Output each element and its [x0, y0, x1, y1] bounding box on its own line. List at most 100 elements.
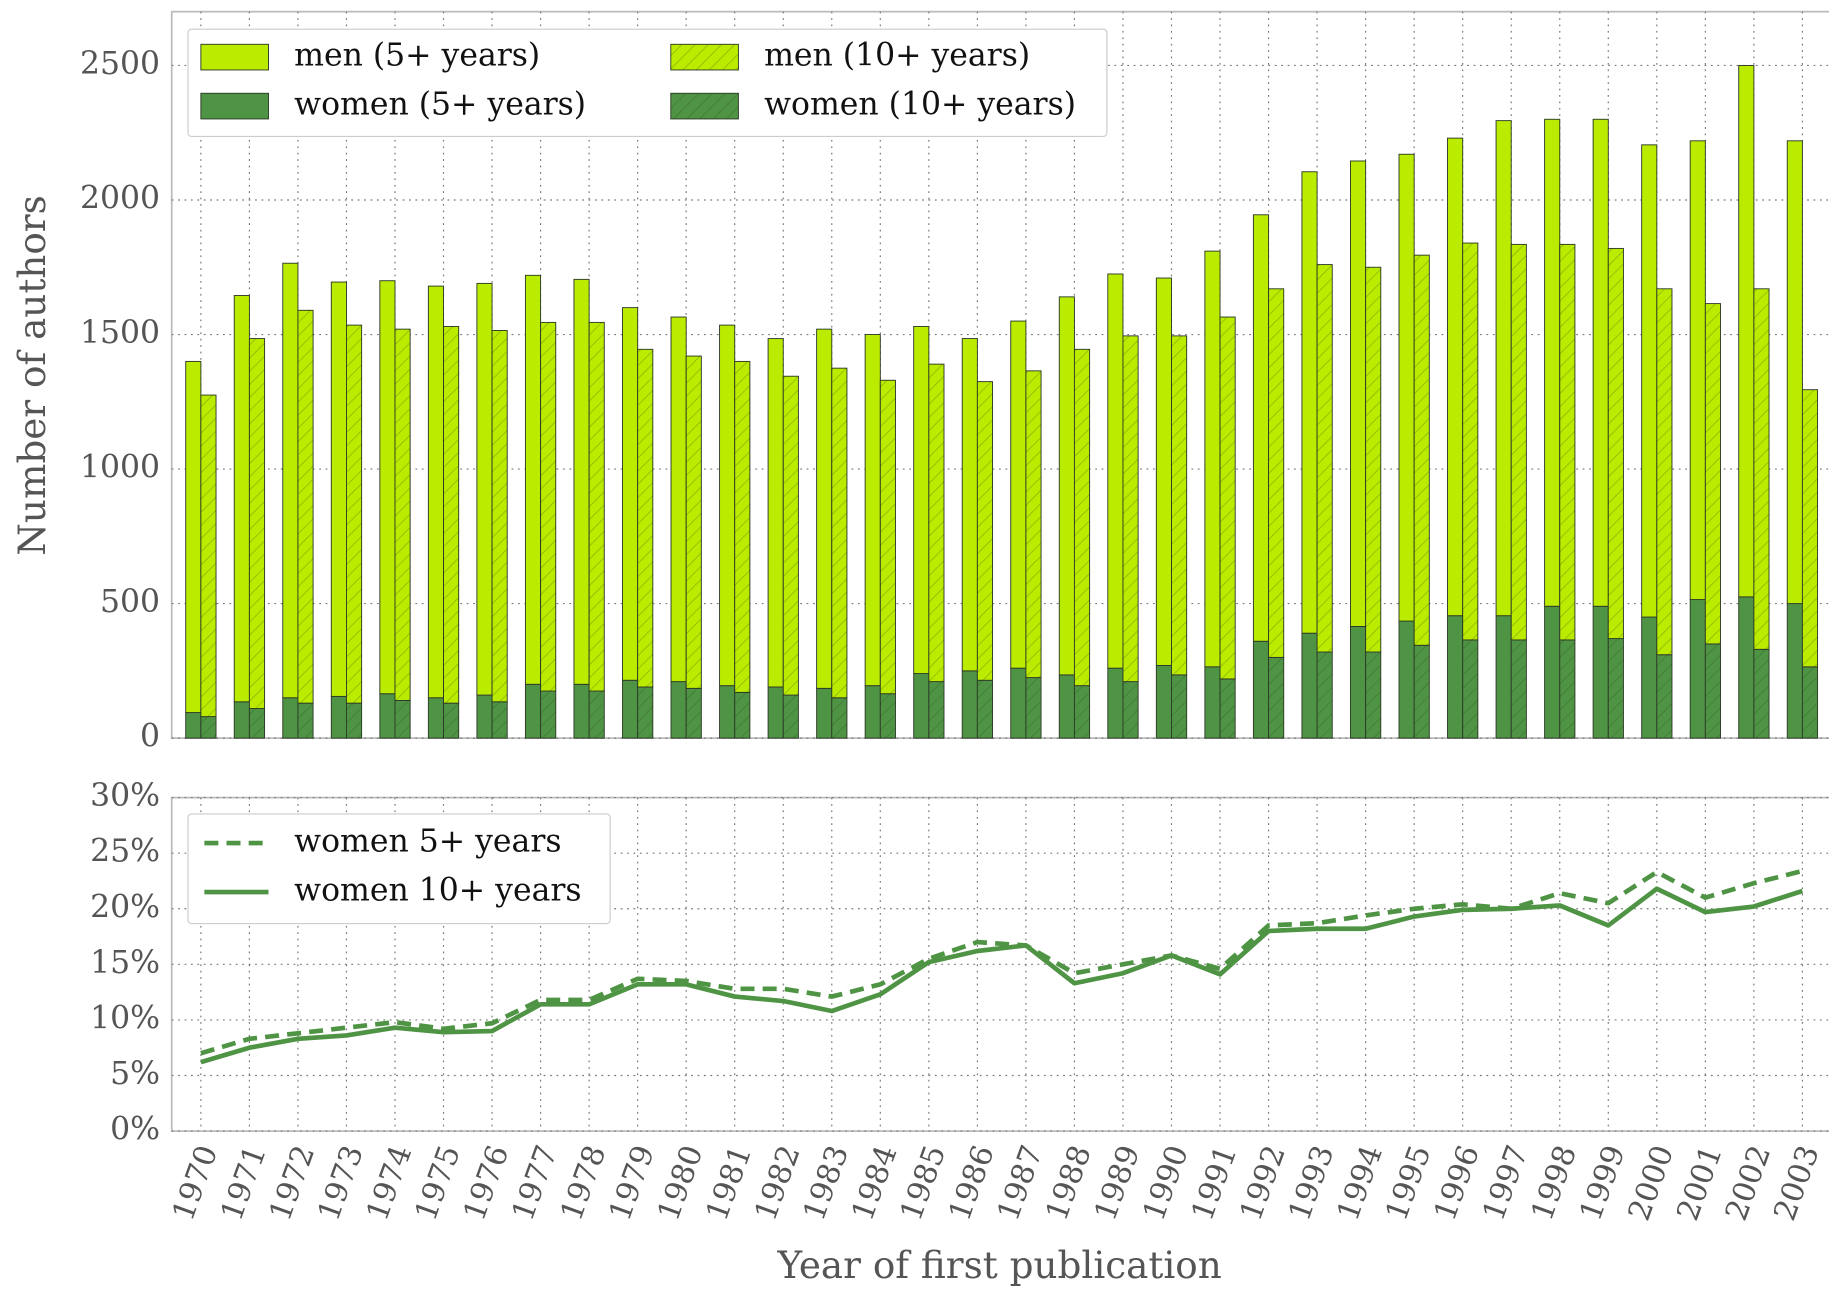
- bar: [233, 295, 250, 703]
- bar: [1107, 667, 1124, 739]
- bar: [719, 324, 736, 687]
- bar-hatch: [1462, 243, 1478, 640]
- y-tick-label: 25%: [90, 834, 160, 870]
- bar-hatch: [637, 349, 653, 687]
- bar: [1786, 140, 1803, 605]
- bar-hatch: [1122, 681, 1139, 739]
- bar: [330, 281, 347, 697]
- y-tick-label: 10%: [90, 1000, 160, 1036]
- y-tick-label: 1500: [80, 315, 160, 351]
- bar: [1689, 599, 1706, 739]
- bar: [961, 670, 978, 739]
- bar: [185, 712, 202, 739]
- bar: [1495, 120, 1512, 617]
- bar-hatch: [783, 376, 799, 696]
- legend-swatch: [200, 92, 269, 120]
- bar: [961, 338, 978, 672]
- bar-hatch: [1074, 349, 1090, 686]
- bar-hatch: [1753, 649, 1770, 739]
- bar-hatch: [394, 329, 411, 701]
- line: [200, 886, 1804, 1065]
- bar-hatch: [1074, 685, 1090, 739]
- bar-hatch: [1559, 639, 1575, 739]
- bar-hatch: [734, 361, 750, 693]
- bar-hatch: [297, 310, 314, 704]
- bar: [1058, 296, 1075, 676]
- bar: [476, 282, 493, 696]
- bar: [1058, 674, 1075, 739]
- bar-hatch: [686, 356, 702, 689]
- bar: [1252, 214, 1270, 642]
- bar: [719, 685, 736, 739]
- bar-hatch: [540, 322, 556, 692]
- bar: [1592, 118, 1609, 607]
- bar-hatch: [880, 693, 896, 739]
- bar-hatch: [1802, 666, 1818, 739]
- bar: [622, 307, 639, 681]
- y-tick-label: 30%: [90, 778, 160, 814]
- legend-swatch: [200, 43, 269, 71]
- bar: [1447, 615, 1464, 739]
- bar-hatch: [1608, 638, 1624, 739]
- bar-hatch: [200, 716, 217, 739]
- bar-hatch: [831, 697, 847, 739]
- bar-hatch: [1268, 288, 1284, 658]
- bar: [524, 274, 542, 685]
- bar: [1010, 320, 1027, 669]
- bar: [379, 280, 396, 695]
- bar-hatch: [1171, 335, 1187, 675]
- legend-label: women (5+ years): [294, 87, 586, 123]
- bar: [1398, 153, 1415, 622]
- bar: [1495, 615, 1512, 739]
- legend-hatch: [670, 44, 739, 70]
- y-tick-label: 20%: [90, 889, 160, 925]
- bar-hatch: [1511, 244, 1527, 640]
- bar: [1204, 666, 1221, 739]
- bar: [670, 681, 687, 739]
- bar: [816, 328, 833, 689]
- x-axis-label: Year of first publication: [776, 1243, 1221, 1287]
- bar: [1544, 605, 1561, 739]
- bar-hatch: [1365, 652, 1381, 739]
- bar-hatch: [492, 330, 508, 702]
- y-tick-label: 0%: [110, 1112, 160, 1148]
- bar: [1786, 603, 1803, 739]
- bar: [1398, 620, 1415, 739]
- bar: [913, 325, 930, 675]
- bar-hatch: [1705, 643, 1721, 739]
- bar: [476, 694, 493, 739]
- bar: [1641, 144, 1658, 618]
- bar-hatch: [346, 325, 362, 704]
- bar: [233, 701, 250, 739]
- legend-label: men (5+ years): [294, 38, 540, 74]
- y-tick-label: 0: [140, 719, 160, 755]
- bar: [427, 697, 444, 739]
- bar: [1301, 171, 1318, 634]
- bar-hatch: [1608, 248, 1624, 639]
- bar: [1350, 625, 1367, 739]
- bar-hatch: [589, 322, 605, 692]
- bar-hatch: [1317, 652, 1333, 739]
- bar: [1350, 160, 1367, 627]
- bar-hatch: [880, 380, 896, 694]
- bar: [1689, 140, 1706, 601]
- bar-hatch: [977, 381, 993, 681]
- bar-hatch: [1025, 677, 1042, 739]
- y-tick-label: 2000: [80, 181, 160, 217]
- bar-hatch: [928, 681, 945, 739]
- line: [200, 868, 1803, 1056]
- bar-hatch: [1802, 389, 1818, 667]
- bar: [864, 685, 881, 739]
- bar-hatch: [977, 680, 993, 739]
- bar: [1641, 616, 1658, 739]
- bar-hatch: [686, 688, 702, 739]
- legend-label: women (10+ years): [764, 87, 1076, 123]
- bar: [1252, 640, 1270, 739]
- bar-hatch: [394, 700, 411, 739]
- legend-label: men (10+ years): [764, 38, 1030, 74]
- bar: [573, 683, 590, 739]
- bar-hatch: [443, 703, 459, 739]
- bar-hatch: [1705, 303, 1721, 644]
- bar: [1592, 605, 1609, 739]
